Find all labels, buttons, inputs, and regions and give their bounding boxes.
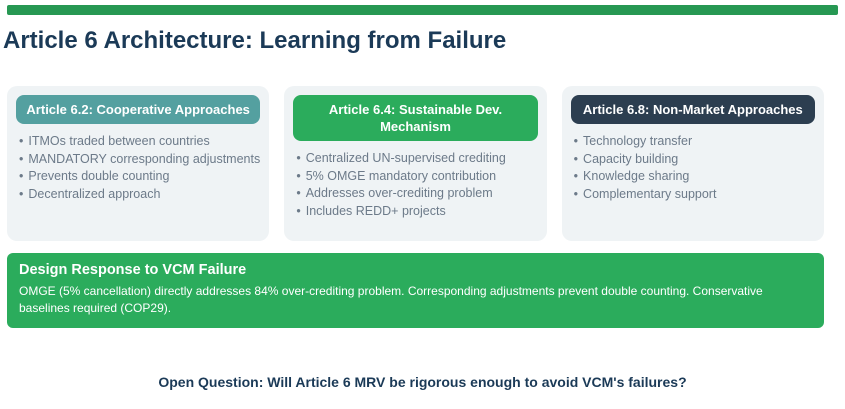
design-response-panel: Design Response to VCM Failure OMGE (5% … bbox=[7, 253, 824, 328]
bullet-text: Addresses over-crediting problem bbox=[305, 186, 493, 201]
card-article-6-4: Article 6.4: Sustainable Dev. Mechanism … bbox=[284, 86, 547, 241]
bullet-text: Decentralized approach bbox=[28, 186, 161, 201]
bullet-text: Centralized UN-supervised crediting bbox=[305, 151, 506, 166]
bullet-marker: • bbox=[573, 186, 579, 201]
card-article-6-2-bullets: • ITMOs traded between countries • MANDATO… bbox=[16, 133, 260, 203]
bullet-text: Prevents double counting bbox=[28, 169, 170, 184]
bullet-item: • Complementary support bbox=[574, 186, 815, 204]
bullet-item: • Prevents double counting bbox=[19, 168, 260, 186]
bullet-text: ITMOs traded between countries bbox=[28, 134, 210, 149]
article-cards-row: Article 6.2: Cooperative Approaches • ITM… bbox=[7, 86, 824, 241]
bullet-item: • Centralized UN-supervised crediting bbox=[296, 150, 537, 168]
bullet-marker: • bbox=[573, 134, 579, 149]
bullet-text: Capacity building bbox=[583, 151, 679, 166]
design-response-title: Design Response to VCM Failure bbox=[19, 262, 247, 278]
card-article-6-8-header: Article 6.8: Non-Market Approaches bbox=[570, 95, 815, 125]
bullet-item: • Decentralized approach bbox=[19, 186, 260, 204]
open-question: Open Question: Will Article 6 MRV be rig… bbox=[158, 374, 687, 390]
card-article-6-4-bullets: • Centralized UN-supervised crediting • 5%… bbox=[293, 150, 537, 220]
bullet-item: • ITMOs traded between countries bbox=[19, 133, 260, 151]
bullet-marker: • bbox=[573, 151, 579, 166]
bullet-text: Knowledge sharing bbox=[583, 169, 690, 184]
bullet-marker: • bbox=[573, 169, 579, 184]
bullet-marker: • bbox=[296, 186, 301, 201]
bullet-item: • Knowledge sharing bbox=[574, 168, 815, 186]
slide: Article 6 Architecture: Learning from Fa… bbox=[0, 5, 845, 390]
bullet-item: • Includes REDD+ projects bbox=[296, 203, 537, 221]
bullet-marker: • bbox=[296, 151, 301, 166]
bullet-item: • MANDATORY corresponding adjustments bbox=[19, 151, 260, 169]
bullet-item: • Capacity building bbox=[574, 151, 815, 169]
bullet-marker: • bbox=[19, 151, 24, 166]
bullet-marker: • bbox=[296, 203, 301, 218]
bullet-item: • Technology transfer bbox=[574, 133, 815, 151]
card-article-6-2-header: Article 6.2: Cooperative Approaches bbox=[16, 95, 261, 125]
bullet-marker: • bbox=[19, 134, 24, 149]
bullet-marker: • bbox=[296, 168, 301, 183]
card-article-6-4-header: Article 6.4: Sustainable Dev. Mechanism bbox=[293, 95, 538, 142]
design-response-body: OMGE (5% cancellation) directly addresse… bbox=[19, 284, 763, 315]
bullet-item: • 5% OMGE mandatory contribution bbox=[296, 168, 537, 186]
bullet-text: 5% OMGE mandatory contribution bbox=[305, 168, 497, 183]
bullet-text: Technology transfer bbox=[583, 134, 693, 149]
bullet-item: • Addresses over-crediting problem bbox=[296, 185, 537, 203]
bullet-marker: • bbox=[19, 169, 24, 184]
card-article-6-2: Article 6.2: Cooperative Approaches • ITM… bbox=[7, 86, 270, 241]
card-article-6-8: Article 6.8: Non-Market Approaches • Tech… bbox=[561, 86, 824, 241]
bullet-text: Includes REDD+ projects bbox=[305, 203, 446, 218]
bullet-marker: • bbox=[19, 186, 24, 201]
page-title: Article 6 Architecture: Learning from Fa… bbox=[3, 27, 507, 54]
bullet-text: Complementary support bbox=[583, 186, 717, 201]
bullet-text: MANDATORY corresponding adjustments bbox=[28, 151, 261, 166]
top-accent-bar bbox=[7, 5, 838, 15]
card-article-6-8-bullets: • Technology transfer • Capacity building … bbox=[571, 133, 815, 203]
